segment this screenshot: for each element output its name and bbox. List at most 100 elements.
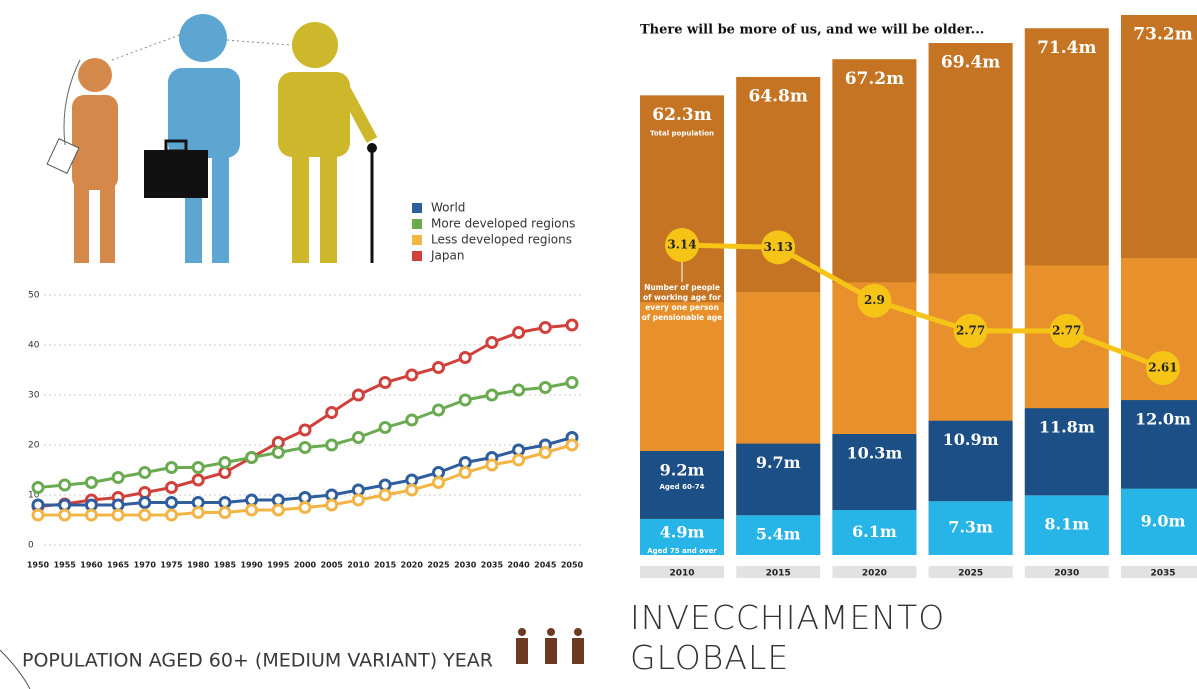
year-box bbox=[736, 566, 821, 578]
bar bbox=[1024, 408, 1109, 496]
point bbox=[351, 493, 365, 507]
point bbox=[138, 496, 152, 509]
x-tick-label: 2035 bbox=[1150, 569, 1175, 579]
point bbox=[58, 508, 72, 522]
bar bbox=[1121, 488, 1197, 555]
bar-shade bbox=[1121, 15, 1197, 258]
point bbox=[31, 508, 45, 522]
year-box bbox=[1121, 566, 1197, 578]
x-tick-label: 2025 bbox=[427, 561, 450, 570]
point bbox=[565, 318, 579, 332]
point bbox=[458, 466, 472, 479]
year-box bbox=[928, 566, 1013, 578]
value-label: 9.2m bbox=[660, 460, 705, 479]
value-label: 12.0m bbox=[1135, 410, 1191, 429]
value-label: 11.8m bbox=[1039, 418, 1095, 437]
y-tick-label: 20 bbox=[28, 441, 40, 451]
point bbox=[378, 421, 392, 434]
point bbox=[458, 351, 472, 364]
y-tick-label: 50 bbox=[28, 291, 40, 301]
bar bbox=[1121, 400, 1197, 489]
x-tick-label: 2020 bbox=[862, 569, 887, 579]
x-tick-label: 1950 bbox=[27, 561, 50, 570]
value-label: 7.3m bbox=[948, 518, 993, 537]
y-tick-label: 30 bbox=[28, 391, 40, 401]
point bbox=[165, 481, 178, 494]
legend-swatch bbox=[412, 235, 422, 245]
x-tick-label: 1975 bbox=[160, 561, 183, 570]
x-tick-label: 2010 bbox=[347, 561, 370, 570]
value-label: 8.1m bbox=[1044, 515, 1089, 534]
point bbox=[432, 476, 445, 489]
legend-label: More developed regions bbox=[431, 217, 575, 231]
point bbox=[218, 456, 232, 469]
point bbox=[405, 483, 419, 497]
bar-shade bbox=[1024, 28, 1109, 266]
point bbox=[111, 471, 125, 484]
figures bbox=[0, 14, 584, 689]
point bbox=[1049, 313, 1084, 348]
point-label: 3.14 bbox=[667, 238, 696, 252]
chart-title: POPULATION AGED 60+ (MEDIUM VARIANT) YEA… bbox=[22, 650, 493, 672]
point bbox=[245, 451, 259, 464]
series-label: Aged 60-74 bbox=[659, 483, 704, 491]
legend-swatch bbox=[412, 203, 422, 213]
value-label: 9.0m bbox=[1141, 511, 1186, 530]
legend-label: Less developed regions bbox=[431, 233, 572, 247]
point bbox=[458, 393, 472, 407]
x-tick-label: 2040 bbox=[507, 561, 530, 570]
x-tick-label: 1960 bbox=[80, 561, 103, 570]
point bbox=[512, 453, 526, 467]
point-label: 2.9 bbox=[864, 293, 885, 307]
point bbox=[165, 461, 178, 474]
y-tick-label: 10 bbox=[28, 491, 40, 501]
chart-title: There will be more of us, and we will be… bbox=[640, 23, 984, 38]
line-label: Number of people of working age for ever… bbox=[642, 283, 723, 322]
point bbox=[325, 438, 339, 452]
value-label: 64.8m bbox=[748, 86, 807, 106]
x-tick-label: 2000 bbox=[294, 561, 317, 570]
point bbox=[31, 481, 45, 494]
x-tick-label: 1980 bbox=[187, 561, 210, 570]
point bbox=[271, 446, 285, 459]
point bbox=[84, 476, 98, 489]
x-tick-label: 2025 bbox=[958, 569, 983, 579]
point bbox=[165, 508, 178, 522]
bar bbox=[832, 434, 917, 510]
value-label: 10.9m bbox=[943, 430, 999, 449]
point bbox=[665, 228, 699, 262]
x-tick-label: 2035 bbox=[481, 561, 504, 570]
value-label: 71.4m bbox=[1037, 38, 1096, 58]
bar bbox=[736, 443, 821, 516]
point bbox=[165, 496, 178, 509]
point bbox=[538, 446, 552, 459]
year-box bbox=[832, 566, 917, 578]
y-tick-label: 0 bbox=[28, 541, 34, 551]
point bbox=[432, 361, 445, 374]
point bbox=[485, 458, 499, 472]
point bbox=[191, 473, 205, 487]
point bbox=[325, 406, 339, 419]
x-tick-label: 1965 bbox=[107, 561, 130, 570]
x-tick-label: 2050 bbox=[561, 561, 584, 570]
point bbox=[325, 498, 339, 512]
bar-shade bbox=[928, 43, 1013, 274]
point bbox=[405, 368, 419, 382]
page-title: INVECCHIAMENTO GLOBALE bbox=[630, 598, 946, 677]
point bbox=[191, 461, 205, 474]
point bbox=[1146, 351, 1180, 385]
bar bbox=[1024, 495, 1109, 555]
value-label: 6.1m bbox=[852, 522, 897, 541]
series-label: Total population bbox=[650, 129, 714, 137]
x-tick-label: 2010 bbox=[669, 569, 694, 579]
year-box bbox=[640, 566, 724, 578]
point bbox=[138, 466, 152, 479]
point bbox=[378, 376, 392, 389]
bar bbox=[640, 518, 724, 555]
bar bbox=[832, 510, 917, 555]
point bbox=[218, 506, 232, 519]
point bbox=[58, 478, 72, 492]
value-label: 5.4m bbox=[756, 525, 801, 544]
point bbox=[512, 326, 526, 339]
value-label: 10.3m bbox=[846, 444, 902, 463]
